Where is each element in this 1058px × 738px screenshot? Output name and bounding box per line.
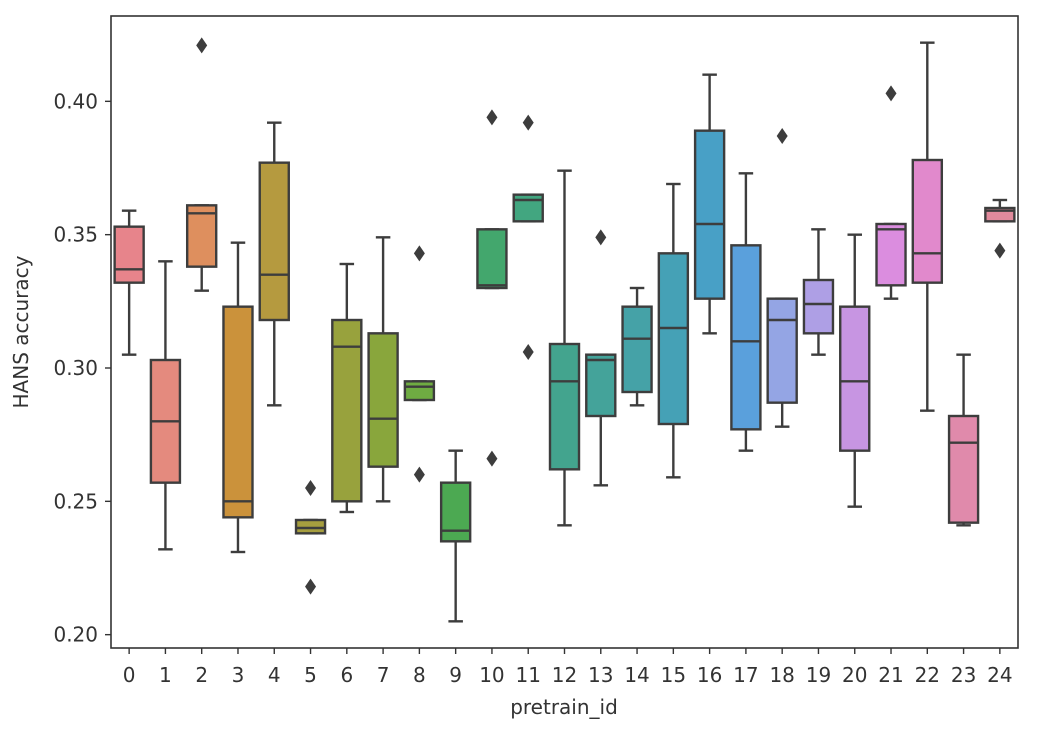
- box-9: [439, 449, 472, 623]
- box-body: [693, 129, 726, 300]
- box-23: [947, 353, 980, 527]
- x-tick-label: 17: [733, 663, 758, 687]
- outlier-point: [885, 85, 897, 102]
- box-body: [802, 278, 835, 335]
- box-body: [585, 353, 617, 418]
- x-axis-ticks: 0 1 2 3 4 5 6 7 8 9 10 11 12 13 14 15 16 17 18 19 20 21 22 23 24: [123, 648, 1013, 687]
- box-16: [693, 73, 726, 335]
- x-axis-label: pretrain_id: [510, 695, 618, 719]
- box-20: [839, 233, 871, 508]
- box-body: [875, 222, 907, 287]
- outlier-point: [595, 229, 607, 246]
- box-22: [911, 41, 944, 412]
- box-17: [730, 172, 762, 452]
- x-tick-label: 5: [304, 663, 317, 687]
- box-body: [222, 305, 254, 519]
- box-body: [476, 228, 508, 290]
- box-body: [185, 204, 218, 268]
- box-body: [439, 481, 472, 543]
- y-axis-ticks: 0.20 0.25 0.30 0.35 0.40: [53, 89, 111, 647]
- box-5: [294, 480, 327, 595]
- box-1: [149, 260, 182, 551]
- outlier-point: [413, 466, 425, 483]
- box-13: [585, 229, 617, 487]
- box-body: [947, 414, 980, 524]
- outlier-point: [994, 242, 1006, 259]
- y-tick-label: 0.25: [53, 489, 98, 513]
- y-tick-label: 0.40: [53, 89, 98, 113]
- x-tick-label: 1: [159, 663, 172, 687]
- outlier-point: [522, 344, 534, 360]
- box-body: [730, 244, 762, 431]
- box-3: [222, 241, 254, 554]
- outlier-point: [522, 114, 534, 131]
- y-tick-label: 0.30: [53, 356, 98, 380]
- outlier-point: [305, 578, 317, 595]
- y-tick-label: 0.35: [53, 223, 98, 247]
- box-19: [802, 228, 835, 356]
- box-body: [258, 161, 290, 322]
- x-tick-label: 8: [413, 663, 426, 687]
- box-24: [984, 198, 1016, 259]
- box-7: [367, 236, 399, 503]
- x-tick-label: 14: [624, 663, 649, 687]
- box-15: [657, 182, 690, 479]
- box-0: [113, 209, 145, 356]
- x-tick-label: 18: [769, 663, 794, 687]
- outlier-point: [486, 450, 498, 467]
- box-body: [766, 297, 798, 404]
- x-tick-label: 23: [951, 663, 976, 687]
- x-tick-label: 13: [588, 663, 613, 687]
- x-tick-label: 2: [195, 663, 208, 687]
- boxes-layer: [113, 37, 1016, 623]
- outlier-point: [413, 245, 425, 262]
- x-tick-label: 11: [515, 663, 540, 687]
- box-body: [839, 305, 871, 452]
- box-14: [621, 286, 653, 407]
- x-tick-label: 16: [697, 663, 722, 687]
- box-body: [294, 518, 327, 535]
- box-body: [621, 305, 653, 394]
- x-tick-label: 0: [123, 663, 136, 687]
- x-tick-label: 20: [842, 663, 867, 687]
- x-tick-label: 10: [479, 663, 504, 687]
- box-21: [875, 85, 907, 300]
- box-2: [185, 37, 218, 292]
- box-body: [113, 225, 145, 284]
- box-11: [512, 114, 544, 360]
- box-18: [766, 128, 798, 428]
- box-body: [331, 318, 363, 503]
- y-axis-label: HANS accuracy: [9, 255, 33, 408]
- x-tick-label: 21: [878, 663, 903, 687]
- box-body: [911, 158, 944, 284]
- outlier-point: [196, 37, 208, 54]
- x-tick-label: 6: [340, 663, 353, 687]
- box-body: [367, 332, 399, 468]
- box-4: [258, 121, 290, 407]
- box-8: [403, 245, 436, 483]
- box-body: [657, 252, 690, 426]
- x-tick-label: 15: [661, 663, 686, 687]
- box-12: [548, 169, 581, 527]
- box-body: [403, 380, 436, 402]
- x-tick-label: 24: [987, 663, 1012, 687]
- box-6: [331, 262, 363, 514]
- x-tick-label: 19: [806, 663, 831, 687]
- box-10: [476, 109, 508, 467]
- outlier-point: [305, 480, 317, 496]
- x-tick-label: 22: [915, 663, 940, 687]
- outlier-point: [486, 109, 498, 126]
- y-tick-label: 0.20: [53, 623, 98, 647]
- x-tick-label: 7: [377, 663, 390, 687]
- x-tick-label: 9: [449, 663, 462, 687]
- box-body: [548, 342, 581, 471]
- box-body: [512, 193, 544, 223]
- x-tick-label: 3: [232, 663, 245, 687]
- x-tick-label: 12: [552, 663, 577, 687]
- outlier-point: [776, 128, 788, 144]
- x-tick-label: 4: [268, 663, 281, 687]
